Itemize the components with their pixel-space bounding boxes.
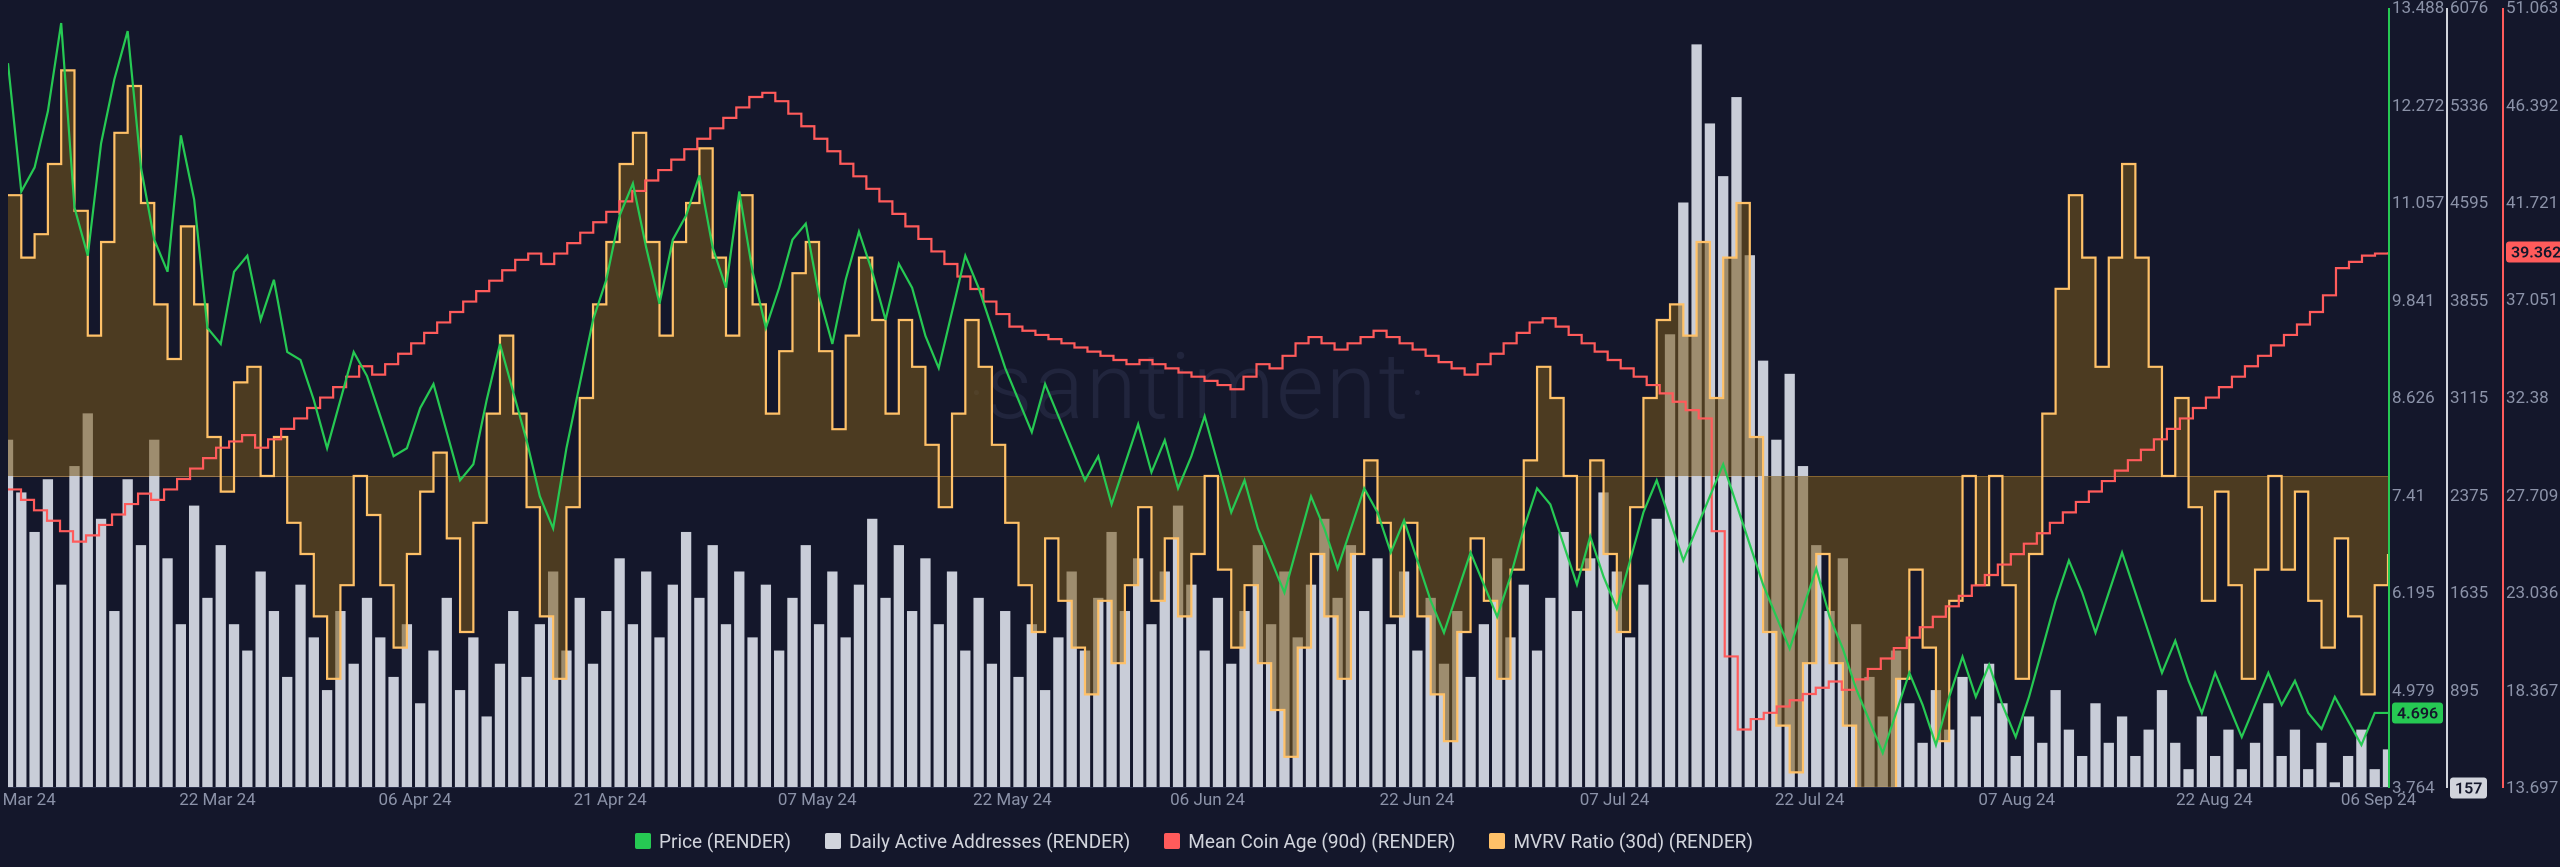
y-tick: 27.709	[2506, 486, 2558, 506]
legend-item[interactable]: MVRV Ratio (30d) (RENDER)	[1489, 830, 1753, 853]
y-tick: 4.979	[2392, 681, 2435, 701]
plot-svg	[8, 8, 2388, 788]
y-tick: 4595	[2450, 193, 2488, 213]
y-axis-mca: 51.06346.39241.72137.05132.3827.70923.03…	[2506, 8, 2560, 788]
y-tick: 32.38	[2506, 388, 2549, 408]
x-tick: 07 Aug 24	[1978, 790, 2055, 810]
mca-current-badge: 39.362	[2506, 242, 2560, 263]
y-tick: 2375	[2450, 486, 2488, 506]
y-tick: 6076	[2450, 0, 2488, 18]
y-tick: 1635	[2450, 583, 2488, 603]
x-tick: 06 Jun 24	[1170, 790, 1245, 810]
y-tick: 3115	[2450, 388, 2488, 408]
x-tick: 22 Jul 24	[1775, 790, 1845, 810]
legend-label: Daily Active Addresses (RENDER)	[849, 830, 1130, 853]
legend-swatch	[1489, 833, 1505, 849]
legend-label: Price (RENDER)	[659, 830, 791, 853]
y-axis-price: 13.48812.27211.0579.8418.6267.416.1954.9…	[2392, 8, 2450, 788]
y-tick: 13.697	[2506, 778, 2558, 798]
y-axis-daa: 6076533645953855311523751635895157	[2450, 8, 2508, 788]
y-tick: 37.051	[2506, 290, 2558, 310]
y-tick: 18.367	[2506, 681, 2558, 701]
legend-swatch	[825, 833, 841, 849]
y-tick: 895	[2450, 681, 2479, 701]
y-tick: 51.063	[2506, 0, 2558, 18]
legend-swatch	[635, 833, 651, 849]
y-tick: 46.392	[2506, 96, 2558, 116]
x-axis: 06 Mar 2422 Mar 2406 Apr 2421 Apr 2407 M…	[8, 790, 2388, 810]
y-tick: 41.721	[2506, 193, 2558, 213]
y-tick: 9.841	[2392, 291, 2435, 311]
legend: Price (RENDER) Daily Active Addresses (RE…	[0, 822, 2388, 860]
legend-item[interactable]: Daily Active Addresses (RENDER)	[825, 830, 1130, 853]
legend-item[interactable]: Mean Coin Age (90d) (RENDER)	[1164, 830, 1455, 853]
x-tick: 07 May 24	[778, 790, 857, 810]
price-current-badge: 4.696	[2392, 703, 2443, 724]
y-tick: 7.41	[2392, 486, 2425, 506]
x-tick: 22 Jun 24	[1380, 790, 1455, 810]
daa-bars	[8, 44, 2388, 788]
legend-label: Mean Coin Age (90d) (RENDER)	[1188, 830, 1455, 853]
legend-item[interactable]: Price (RENDER)	[635, 830, 791, 853]
legend-label: MVRV Ratio (30d) (RENDER)	[1513, 830, 1753, 853]
chart-container: ·santiment· 13.488 12.272 11.057 9.841 8.626…	[0, 0, 2560, 867]
y-tick: 23.036	[2506, 583, 2558, 603]
y-tick: 8.626	[2392, 388, 2435, 408]
y-tick: 3855	[2450, 291, 2488, 311]
x-tick: 22 Mar 24	[179, 790, 256, 810]
x-tick: 06 Mar 24	[0, 790, 56, 810]
x-tick: 22 May 24	[973, 790, 1052, 810]
y-tick: 12.272	[2392, 96, 2444, 116]
y-tick: 11.057	[2392, 193, 2444, 213]
daa-current-badge: 157	[2450, 778, 2487, 799]
y-tick: 13.488	[2392, 0, 2444, 18]
y-tick: 6.195	[2392, 583, 2435, 603]
legend-swatch	[1164, 833, 1180, 849]
y-tick: 5336	[2450, 96, 2488, 116]
x-tick: 22 Aug 24	[2176, 790, 2253, 810]
x-tick: 07 Jul 24	[1580, 790, 1650, 810]
plot-area[interactable]: ·santiment·	[8, 8, 2388, 788]
x-tick: 21 Apr 24	[574, 790, 647, 810]
x-tick: 06 Apr 24	[378, 790, 451, 810]
x-tick: 06 Sep 24	[2341, 790, 2416, 810]
